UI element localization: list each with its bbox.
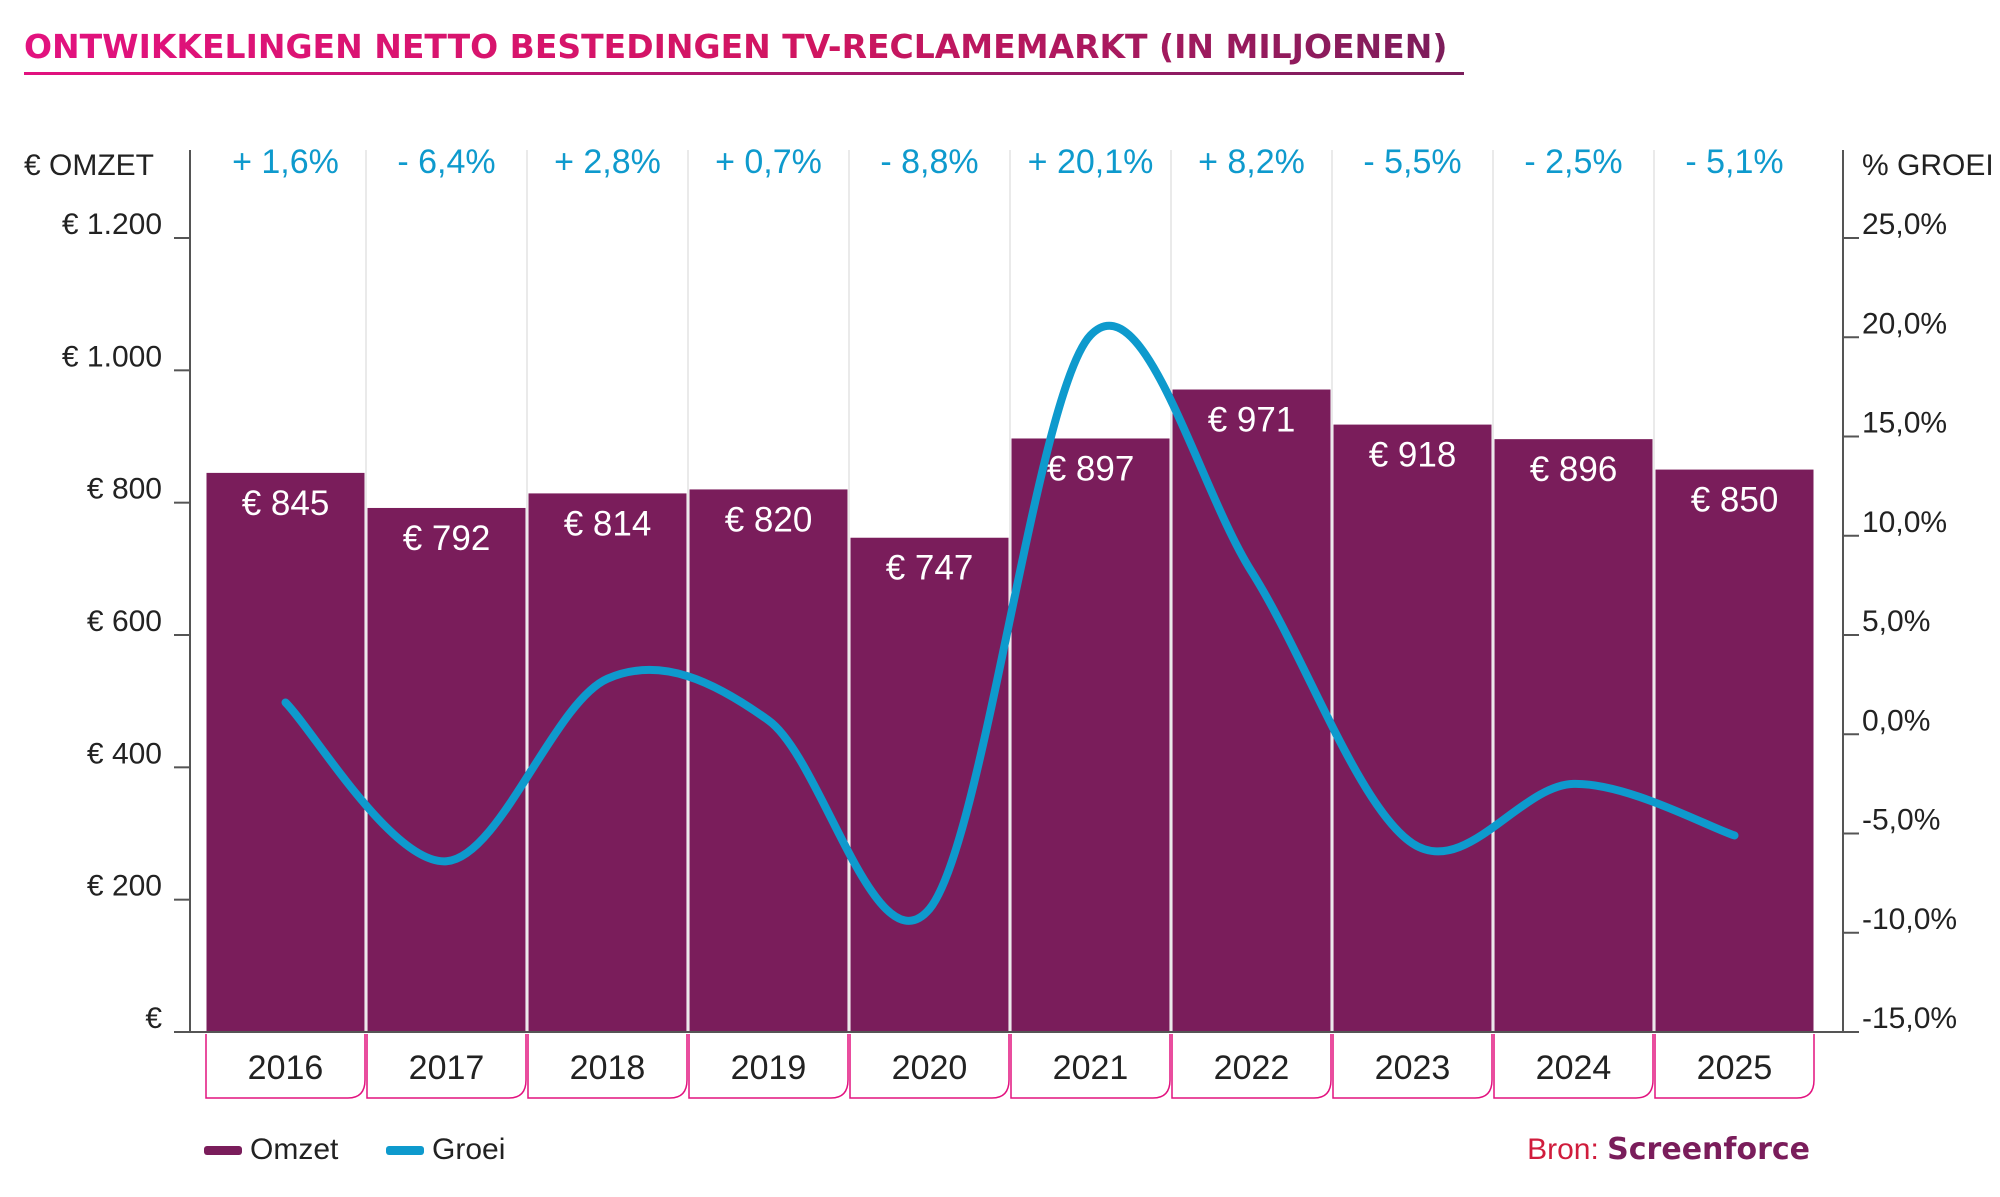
category-box-2022 xyxy=(1171,1034,1332,1099)
category-box-2024 xyxy=(1493,1034,1654,1099)
x-tick-label-2022: 2022 xyxy=(1214,1049,1290,1087)
source-prefix: Bron: xyxy=(1527,1133,1608,1166)
growth-label-2020: - 8,8% xyxy=(880,143,978,181)
y-right-tick-label: -5,0% xyxy=(1862,804,1940,837)
growth-line xyxy=(281,321,1739,925)
bar-2020 xyxy=(850,537,1009,1032)
y-left-tick-label: € 1.200 xyxy=(62,208,162,241)
bar-2024 xyxy=(1494,439,1653,1032)
y-left-tick-label: € 200 xyxy=(87,870,162,903)
category-box-2023 xyxy=(1332,1034,1493,1099)
y-left-tick-label: € 400 xyxy=(87,737,162,770)
y-left-tick-label: € xyxy=(145,1002,162,1035)
bar-label-2017: € 792 xyxy=(403,519,491,558)
category-box-2021 xyxy=(1010,1034,1171,1099)
title-underline xyxy=(24,72,1464,75)
x-tick-label-2025: 2025 xyxy=(1697,1049,1773,1087)
bar-label-2024: € 896 xyxy=(1530,450,1618,489)
bar-label-2023: € 918 xyxy=(1369,436,1457,475)
category-box-2020 xyxy=(849,1034,1010,1099)
growth-label-2024: - 2,5% xyxy=(1524,143,1622,181)
y-right-tick-label: -10,0% xyxy=(1862,903,1957,936)
legend-label-omzet: Omzet xyxy=(250,1133,339,1166)
bar-label-2018: € 814 xyxy=(564,504,652,543)
growth-label-2019: + 0,7% xyxy=(715,143,822,181)
y-right-tick-label: 20,0% xyxy=(1862,307,1947,340)
y-right-tick-label: 10,0% xyxy=(1862,506,1947,539)
category-box-2018 xyxy=(527,1034,688,1099)
growth-label-2021: + 20,1% xyxy=(1028,143,1154,181)
x-tick-label-2017: 2017 xyxy=(409,1049,485,1087)
bar-label-2021: € 897 xyxy=(1047,449,1135,488)
x-tick-label-2021: 2021 xyxy=(1053,1049,1129,1087)
y-left-tick-label: € 1.000 xyxy=(62,340,162,373)
category-box-2017 xyxy=(366,1034,527,1099)
bar-2019 xyxy=(689,489,848,1032)
bar-2017 xyxy=(367,507,526,1033)
bar-2025 xyxy=(1655,469,1814,1032)
y-left-tick-label: € 600 xyxy=(87,605,162,638)
bar-label-2020: € 747 xyxy=(886,549,974,588)
bar-label-2016: € 845 xyxy=(242,484,330,523)
y-right-tick-label: -15,0% xyxy=(1862,1002,1957,1035)
bar-label-2025: € 850 xyxy=(1691,481,1779,520)
y-right-tick-label: 0,0% xyxy=(1862,704,1930,737)
legend-label-groei: Groei xyxy=(432,1133,506,1166)
legend-item-omzet: Omzet xyxy=(204,1130,338,1170)
x-tick-label-2019: 2019 xyxy=(731,1049,807,1087)
legend-item-groei: Groei xyxy=(386,1130,505,1170)
x-tick-label-2020: 2020 xyxy=(892,1049,968,1087)
bar-2016 xyxy=(206,472,365,1032)
source-note: Bron: Screenforce xyxy=(1527,1130,1810,1170)
x-tick-label-2024: 2024 xyxy=(1536,1049,1612,1087)
bar-2021 xyxy=(1011,438,1170,1032)
y-right-tick-label: 5,0% xyxy=(1862,605,1930,638)
chart-title: ONTWIKKELINGEN NETTO BESTEDINGEN TV-RECL… xyxy=(24,18,1464,76)
y-left-axis-title: € OMZET xyxy=(24,149,154,182)
bar-2023 xyxy=(1333,424,1492,1033)
bar-label-2022: € 971 xyxy=(1208,401,1296,440)
growth-label-2022: + 8,2% xyxy=(1198,143,1305,181)
growth-label-2023: - 5,5% xyxy=(1363,143,1461,181)
y-right-tick-label: 15,0% xyxy=(1862,407,1947,440)
growth-label-2017: - 6,4% xyxy=(397,143,495,181)
bar-2018 xyxy=(528,493,687,1032)
source-brand: Screenforce xyxy=(1607,1132,1810,1167)
category-box-2019 xyxy=(688,1034,849,1099)
category-box-2025 xyxy=(1654,1034,1815,1099)
x-tick-label-2023: 2023 xyxy=(1375,1049,1451,1087)
y-right-axis-title: % GROEI xyxy=(1862,149,1994,182)
bar-label-2019: € 820 xyxy=(725,500,813,539)
x-tick-label-2016: 2016 xyxy=(248,1049,324,1087)
x-tick-label-2018: 2018 xyxy=(570,1049,646,1087)
legend-swatch-omzet xyxy=(204,1145,242,1155)
bar-2022 xyxy=(1172,389,1331,1032)
category-box-2016 xyxy=(205,1034,366,1099)
y-right-tick-label: 25,0% xyxy=(1862,208,1947,241)
growth-label-2025: - 5,1% xyxy=(1685,143,1783,181)
legend-swatch-groei xyxy=(386,1145,424,1155)
growth-label-2018: + 2,8% xyxy=(554,143,661,181)
growth-label-2016: + 1,6% xyxy=(232,143,339,181)
y-left-tick-label: € 800 xyxy=(87,473,162,506)
